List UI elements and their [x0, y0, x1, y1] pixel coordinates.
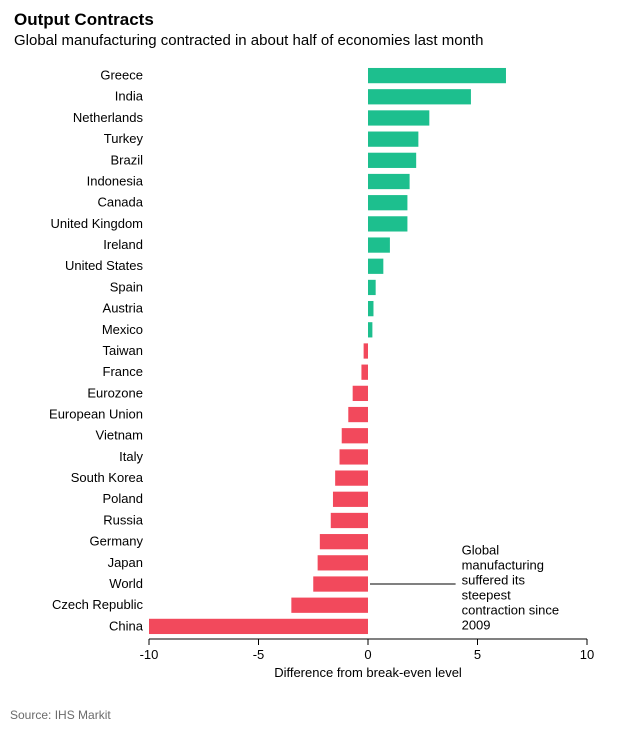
bar — [342, 428, 368, 443]
bar — [353, 386, 368, 401]
category-label: Ireland — [103, 237, 143, 252]
category-label: European Union — [49, 406, 143, 421]
bar — [368, 216, 407, 231]
bar — [291, 598, 368, 613]
bar — [368, 153, 416, 168]
svg-text:2009: 2009 — [462, 618, 491, 633]
category-label: Czech Republic — [52, 597, 144, 612]
x-tick-label: 10 — [580, 647, 594, 662]
category-label: Turkey — [104, 131, 144, 146]
category-label: Germany — [90, 534, 144, 549]
bar — [313, 576, 368, 591]
category-label: Indonesia — [87, 173, 144, 188]
category-label: India — [115, 89, 144, 104]
svg-text:manufacturing: manufacturing — [462, 558, 544, 573]
bar — [368, 280, 376, 295]
category-label: Austria — [103, 301, 144, 316]
category-label: Mexico — [102, 322, 143, 337]
svg-text:suffered its: suffered its — [462, 573, 526, 588]
category-label: South Korea — [71, 470, 144, 485]
chart-container: Greece India Netherlands Turkey Brazil Indone… — [14, 57, 607, 687]
bar — [149, 619, 368, 634]
bar — [340, 449, 368, 464]
category-label: Canada — [97, 195, 143, 210]
bar — [368, 89, 471, 104]
category-label: United States — [65, 258, 144, 273]
category-label: Italy — [119, 449, 143, 464]
category-label: France — [103, 364, 143, 379]
category-label: Netherlands — [73, 110, 144, 125]
bar — [368, 237, 390, 252]
category-label: Taiwan — [103, 343, 143, 358]
category-label: Russia — [103, 512, 144, 527]
x-axis-title: Difference from break-even level — [274, 665, 462, 680]
svg-text:steepest: steepest — [462, 588, 512, 603]
category-label: China — [109, 618, 144, 633]
chart-subtitle: Global manufacturing contracted in about… — [14, 32, 607, 49]
bar — [361, 365, 368, 380]
bar — [348, 407, 368, 422]
category-label: Japan — [108, 555, 143, 570]
bar-chart: Greece India Netherlands Turkey Brazil Indone… — [14, 57, 609, 687]
bar — [368, 195, 407, 210]
category-label: United Kingdom — [51, 216, 144, 231]
x-tick-label: 0 — [364, 647, 371, 662]
svg-text:Global: Global — [462, 543, 500, 558]
category-label: Eurozone — [87, 385, 143, 400]
source-label: Source: IHS Markit — [10, 708, 111, 722]
bar — [368, 259, 383, 274]
chart-title: Output Contracts — [14, 10, 607, 30]
x-tick-label: 5 — [474, 647, 481, 662]
bar — [368, 68, 506, 83]
bar — [364, 343, 368, 358]
bar — [331, 513, 368, 528]
bar — [318, 555, 368, 570]
x-tick-label: -5 — [253, 647, 265, 662]
category-label: Greece — [100, 68, 143, 83]
svg-text:contraction since: contraction since — [462, 603, 560, 618]
category-label: Vietnam — [96, 428, 143, 443]
category-label: Poland — [103, 491, 143, 506]
bar — [368, 110, 429, 125]
x-tick-label: -10 — [140, 647, 159, 662]
bar — [368, 132, 418, 147]
bar — [333, 492, 368, 507]
bar — [368, 322, 372, 337]
bar — [368, 301, 373, 316]
bar — [335, 470, 368, 485]
category-label: World — [109, 576, 143, 591]
category-label: Brazil — [110, 152, 143, 167]
annotation-text: Globalmanufacturingsuffered itssteepestc… — [462, 543, 560, 633]
bar — [320, 534, 368, 549]
bar — [368, 174, 410, 189]
category-label: Spain — [110, 279, 143, 294]
